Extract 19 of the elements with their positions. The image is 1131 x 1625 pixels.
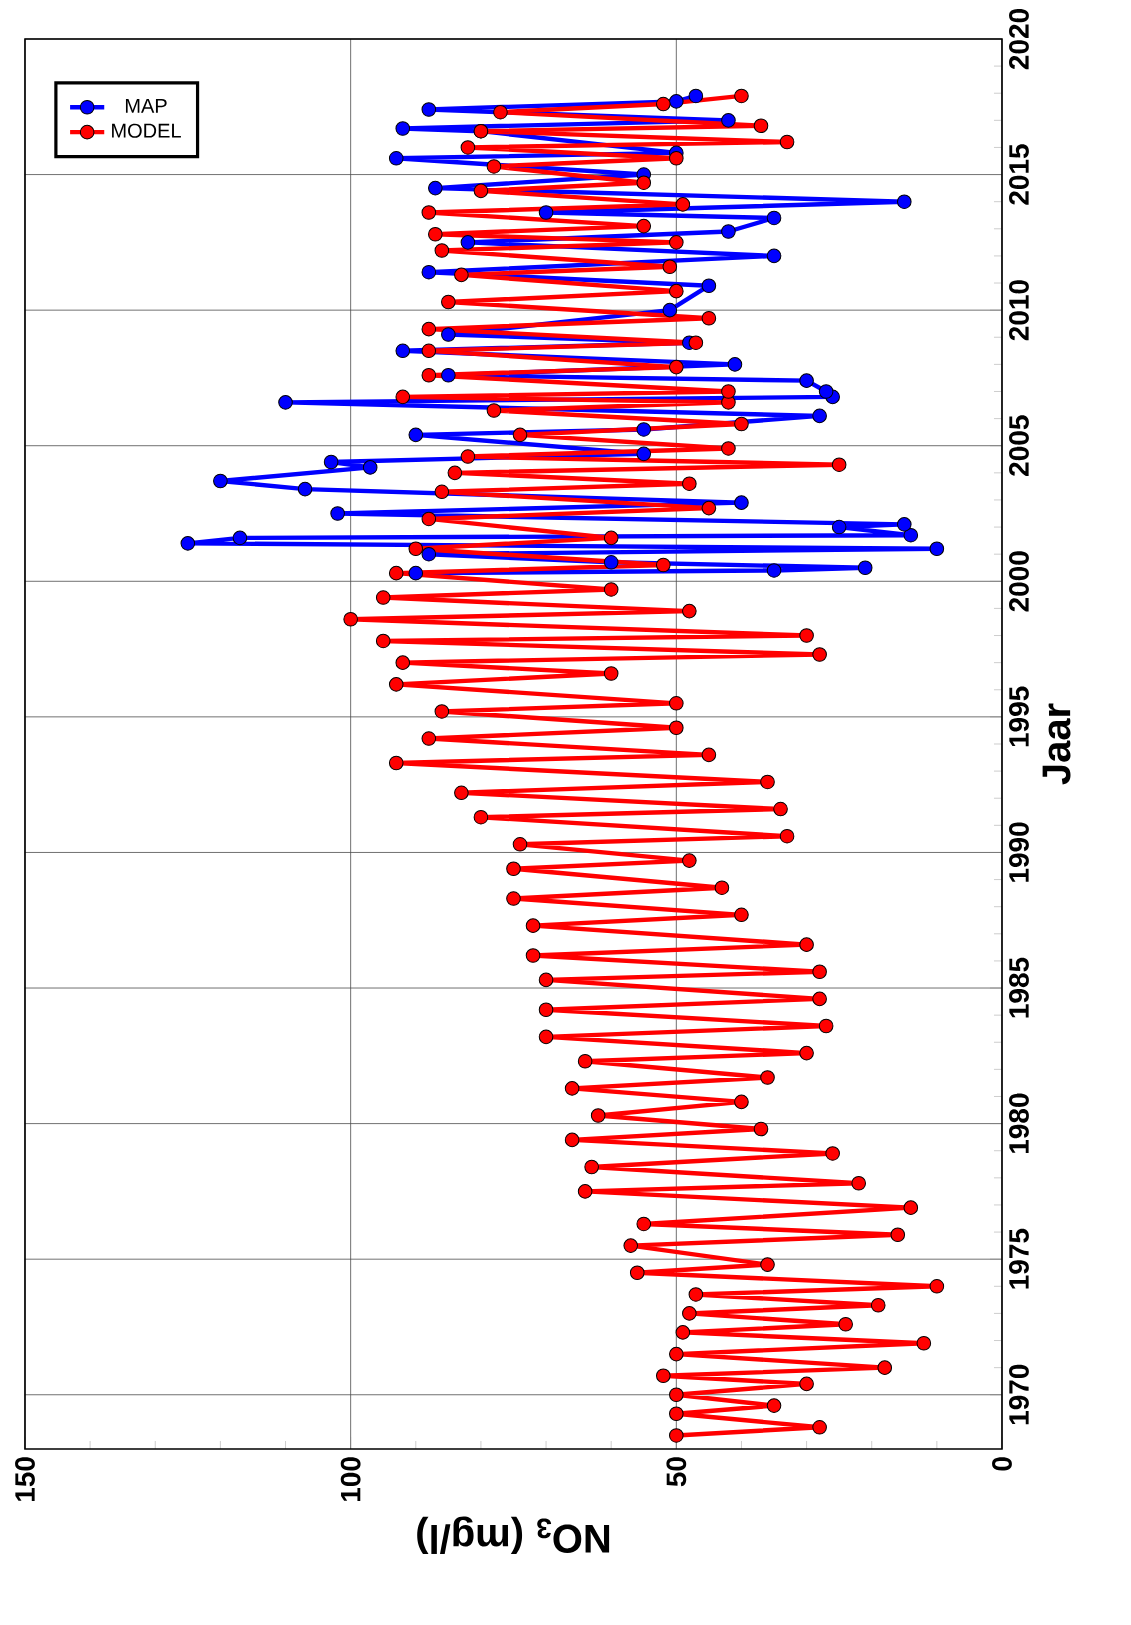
- x-tick-label: 100: [340, 1457, 361, 1502]
- y-tick-label: 1990: [1009, 822, 1029, 882]
- y-tick-label: 1980: [1009, 1093, 1029, 1153]
- legend-label: MODEL: [112, 123, 181, 138]
- y-tick-label: 1970: [1009, 1364, 1029, 1425]
- x-axis-title: NO$_{3}$ (mg/l): [417, 1516, 610, 1554]
- x-tick-label: 0: [992, 1457, 1012, 1471]
- y-tick-label: 2015: [1009, 144, 1029, 205]
- y-tick-label: 2005: [1009, 415, 1029, 476]
- y-tick-label: 1975: [1009, 1228, 1029, 1289]
- legend-label: MAP: [125, 98, 167, 113]
- y-tick-label: 2010: [1009, 280, 1029, 341]
- y-axis-title: Jaar: [1042, 703, 1071, 785]
- x-tick-label: 50: [666, 1457, 687, 1487]
- x-tick-label: 150: [15, 1457, 35, 1502]
- y-tick-label: 2020: [1009, 9, 1029, 70]
- y-tick-label: 1985: [1009, 957, 1029, 1018]
- y-tick-label: 2000: [1009, 551, 1029, 612]
- y-tick-label: 1995: [1009, 686, 1029, 747]
